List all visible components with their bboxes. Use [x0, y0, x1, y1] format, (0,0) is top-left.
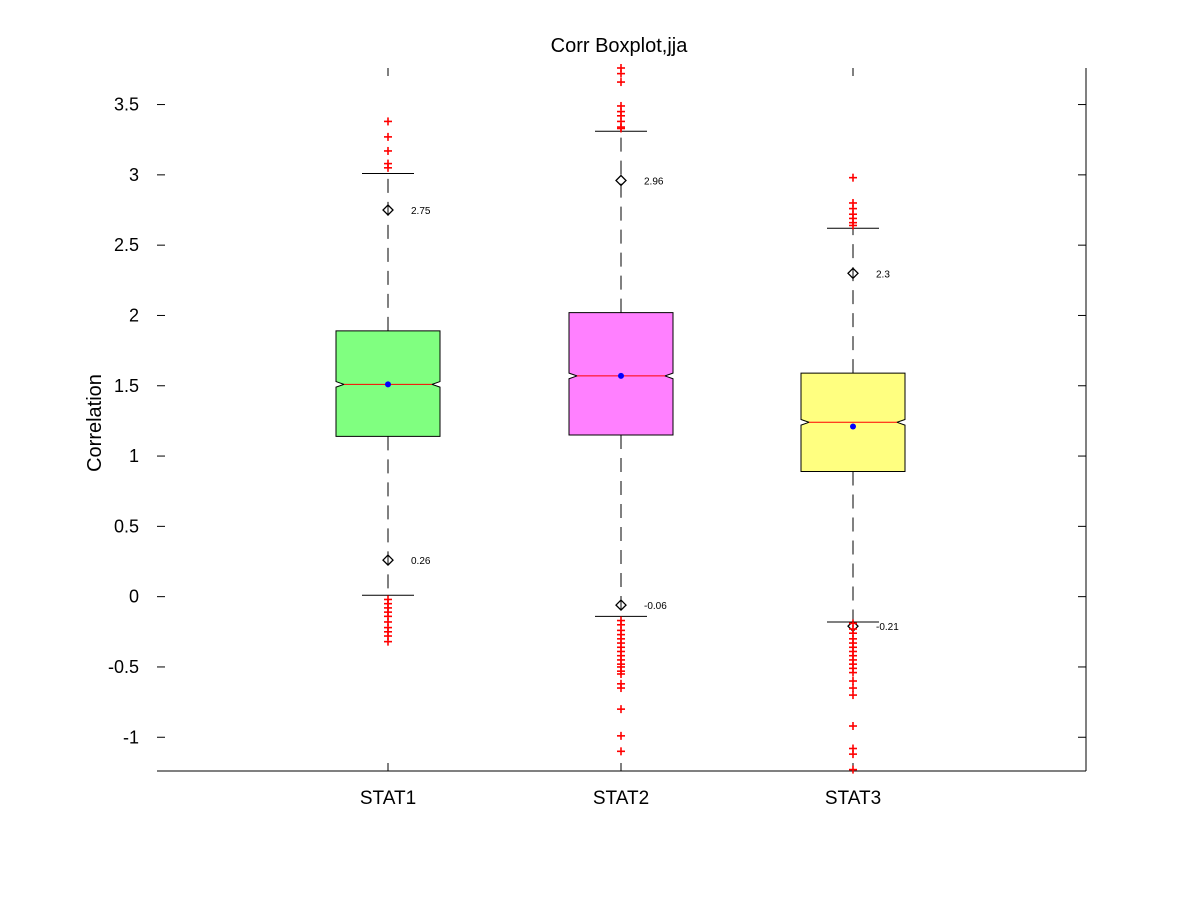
- diamond-marker: [847, 267, 859, 280]
- y-tick-label: -1: [123, 727, 139, 747]
- outlier-marker: [384, 163, 392, 172]
- marker-value-label: -0.06: [644, 601, 667, 612]
- diamond-marker: [615, 174, 627, 187]
- outlier-marker: [849, 221, 857, 230]
- outlier-marker: [849, 750, 857, 759]
- outlier-marker: [617, 78, 625, 87]
- y-tick-label: 3.5: [114, 95, 139, 115]
- y-tick-label: -0.5: [108, 657, 139, 677]
- plot-area: -1 -0.5 0 0.5 1 1.5 2 2.5 3 3.5 STAT1 2.75 0.26 STAT2…: [108, 64, 1087, 809]
- outlier-marker: [617, 69, 625, 78]
- diamond-marker: [615, 599, 627, 612]
- outlier-marker: [384, 637, 392, 646]
- outlier-marker: [849, 684, 857, 693]
- outlier-marker: [617, 684, 625, 693]
- outlier-marker: [617, 124, 625, 133]
- outlier-marker: [849, 173, 857, 182]
- outlier-marker: [384, 132, 392, 141]
- y-tick-label: 0.5: [114, 516, 139, 536]
- box-stat3: STAT3 2.3 -0.21: [800, 68, 906, 809]
- outlier-marker: [384, 146, 392, 155]
- y-tick-label: 3: [129, 165, 139, 185]
- y-tick-label: 0: [129, 587, 139, 607]
- outlier-marker: [849, 765, 857, 774]
- outlier-marker: [849, 691, 857, 700]
- outlier-marker: [849, 668, 857, 677]
- outlier-marker: [384, 117, 392, 126]
- marker-value-label: 0.26: [411, 556, 431, 567]
- box-stat2: STAT2 2.96 -0.06: [568, 64, 674, 809]
- mean-marker: [385, 381, 391, 388]
- category-label: STAT1: [360, 788, 416, 809]
- outlier-marker: [617, 731, 625, 740]
- category-label: STAT3: [825, 788, 881, 809]
- diamond-marker: [382, 204, 394, 216]
- y-tick-label: 2: [129, 305, 139, 325]
- outlier-marker: [617, 747, 625, 756]
- category-label: STAT2: [593, 788, 649, 809]
- y-tick-label: 1: [129, 446, 139, 466]
- mean-marker: [850, 423, 856, 430]
- marker-value-label: -0.21: [876, 622, 899, 633]
- marker-value-label: 2.96: [644, 176, 664, 187]
- outlier-marker: [849, 722, 857, 731]
- chart-title: Corr Boxplot,jja: [551, 35, 689, 57]
- mean-marker: [618, 372, 624, 379]
- y-tick-label: 1.5: [114, 376, 139, 396]
- box-stat1: STAT1 2.75 0.26: [335, 68, 441, 809]
- outlier-marker: [617, 705, 625, 714]
- y-axis-label: Correlation: [84, 374, 106, 472]
- outlier-marker: [617, 669, 625, 678]
- y-tick-label: 2.5: [114, 235, 139, 255]
- marker-value-label: 2.3: [876, 269, 890, 280]
- outlier-marker: [849, 677, 857, 686]
- marker-value-label: 2.75: [411, 206, 431, 217]
- diamond-marker: [382, 554, 394, 567]
